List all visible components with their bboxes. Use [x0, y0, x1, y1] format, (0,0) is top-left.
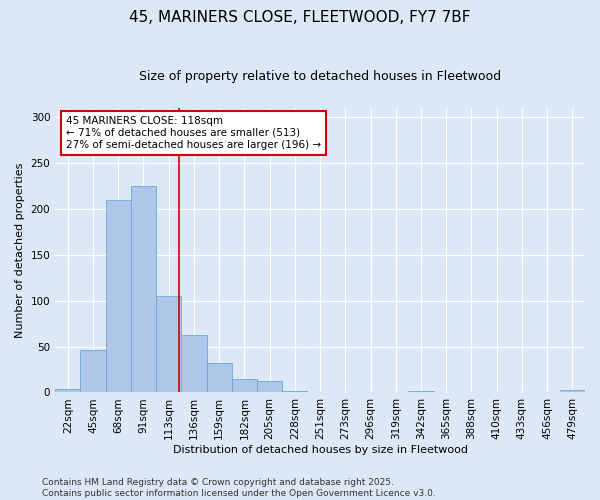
Text: 45 MARINERS CLOSE: 118sqm
← 71% of detached houses are smaller (513)
27% of semi: 45 MARINERS CLOSE: 118sqm ← 71% of detac… — [66, 116, 321, 150]
Bar — [106, 200, 131, 392]
Bar — [560, 390, 585, 392]
Y-axis label: Number of detached properties: Number of detached properties — [15, 162, 25, 338]
Bar — [409, 390, 434, 392]
Bar — [232, 378, 257, 392]
Bar — [156, 296, 181, 392]
Bar — [282, 390, 307, 392]
Bar — [131, 186, 156, 392]
Bar — [181, 334, 206, 392]
Text: Contains HM Land Registry data © Crown copyright and database right 2025.
Contai: Contains HM Land Registry data © Crown c… — [42, 478, 436, 498]
Bar — [80, 350, 106, 393]
Title: Size of property relative to detached houses in Fleetwood: Size of property relative to detached ho… — [139, 70, 501, 83]
Bar — [55, 389, 80, 392]
Bar — [206, 363, 232, 392]
X-axis label: Distribution of detached houses by size in Fleetwood: Distribution of detached houses by size … — [173, 445, 467, 455]
Bar — [257, 380, 282, 392]
Text: 45, MARINERS CLOSE, FLEETWOOD, FY7 7BF: 45, MARINERS CLOSE, FLEETWOOD, FY7 7BF — [129, 10, 471, 25]
